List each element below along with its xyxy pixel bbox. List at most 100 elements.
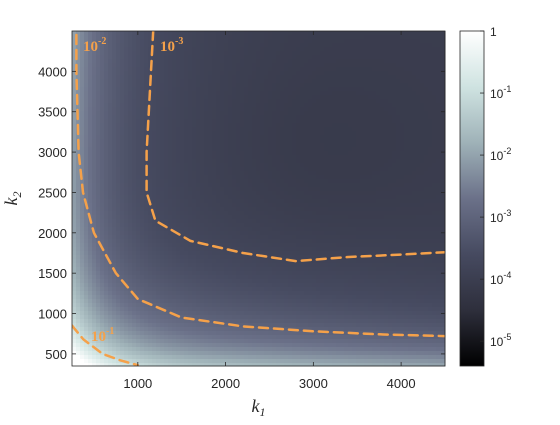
heatmap-cell — [336, 123, 341, 128]
heatmap-cell — [164, 67, 169, 72]
heatmap-cell — [276, 207, 281, 212]
heatmap-cell — [188, 187, 193, 192]
heatmap-cell — [140, 83, 145, 88]
heatmap-cell — [320, 123, 325, 128]
heatmap-cell — [344, 103, 349, 108]
heatmap-cell — [420, 39, 425, 44]
heatmap-cell — [332, 171, 337, 176]
heatmap-cell — [228, 231, 233, 236]
heatmap-cell — [80, 135, 85, 140]
heatmap-cell — [120, 175, 125, 180]
heatmap-cell — [176, 55, 181, 60]
heatmap-cell — [124, 87, 129, 92]
heatmap-cell — [84, 59, 89, 64]
heatmap-cell — [436, 123, 441, 128]
heatmap-cell — [192, 163, 197, 168]
heatmap-cell — [116, 63, 121, 68]
heatmap-cell — [400, 167, 405, 172]
heatmap-cell — [288, 171, 293, 176]
heatmap-cell — [152, 55, 157, 60]
heatmap-cell — [404, 67, 409, 72]
heatmap-cell — [380, 215, 385, 220]
heatmap-cell — [276, 99, 281, 104]
heatmap-cell — [184, 79, 189, 84]
heatmap-cell — [264, 47, 269, 52]
heatmap-cell — [316, 55, 321, 60]
heatmap-cell — [340, 211, 345, 216]
heatmap-cell — [264, 219, 269, 224]
heatmap-cell — [304, 155, 309, 160]
heatmap-cell — [364, 167, 369, 172]
heatmap-cell — [408, 95, 413, 100]
heatmap-cell — [280, 63, 285, 68]
heatmap-cell — [144, 199, 149, 204]
heatmap-cell — [384, 171, 389, 176]
heatmap-cell — [312, 83, 317, 88]
heatmap-cell — [208, 63, 213, 68]
heatmap-cell — [348, 227, 353, 232]
heatmap-cell — [400, 115, 405, 120]
heatmap-cell — [336, 223, 341, 228]
heatmap-cell — [420, 131, 425, 136]
heatmap-cell — [312, 63, 317, 68]
heatmap-cell — [356, 111, 361, 116]
heatmap-cell — [304, 115, 309, 120]
heatmap-cell — [420, 123, 425, 128]
heatmap-cell — [160, 127, 165, 132]
heatmap-cell — [112, 163, 117, 168]
heatmap-cell — [272, 195, 277, 200]
heatmap-cell — [400, 195, 405, 200]
heatmap-cell — [400, 155, 405, 160]
heatmap-cell — [416, 123, 421, 128]
heatmap-cell — [136, 87, 141, 92]
heatmap-cell — [172, 139, 177, 144]
heatmap-cell — [336, 67, 341, 72]
heatmap-cell — [72, 143, 77, 148]
heatmap-cell — [168, 167, 173, 172]
heatmap-cell — [76, 187, 81, 192]
heatmap-cell — [344, 239, 349, 244]
heatmap-cell — [440, 227, 445, 232]
heatmap-cell — [168, 59, 173, 64]
heatmap-cell — [344, 71, 349, 76]
heatmap-cell — [200, 123, 205, 128]
heatmap-cell — [340, 131, 345, 136]
heatmap-cell — [128, 47, 133, 52]
heatmap-cell — [428, 63, 433, 68]
heatmap-cell — [200, 83, 205, 88]
heatmap-cell — [192, 199, 197, 204]
heatmap-cell — [332, 83, 337, 88]
heatmap-cell — [72, 223, 77, 228]
heatmap-cell — [148, 163, 153, 168]
heatmap-cell — [240, 103, 245, 108]
heatmap-cell — [260, 147, 265, 152]
heatmap-cell — [436, 47, 441, 52]
heatmap-cell — [312, 119, 317, 124]
heatmap-cell — [200, 187, 205, 192]
heatmap-cell — [292, 119, 297, 124]
heatmap-cell — [104, 163, 109, 168]
heatmap-cell — [400, 95, 405, 100]
heatmap-cell — [152, 203, 157, 208]
heatmap-cell — [180, 139, 185, 144]
heatmap-cell — [388, 35, 393, 40]
heatmap-cell — [416, 51, 421, 56]
heatmap-cell — [280, 223, 285, 228]
heatmap-cell — [404, 63, 409, 68]
heatmap-cell — [376, 147, 381, 152]
heatmap-cell — [80, 159, 85, 164]
heatmap-cell — [296, 147, 301, 152]
heatmap-cell — [188, 203, 193, 208]
heatmap-cell — [108, 163, 113, 168]
heatmap-cell — [212, 203, 217, 208]
heatmap-cell — [116, 79, 121, 84]
heatmap-cell — [308, 199, 313, 204]
heatmap-cell — [144, 215, 149, 220]
heatmap-cell — [228, 43, 233, 48]
heatmap-cell — [320, 131, 325, 136]
heatmap-cell — [396, 159, 401, 164]
heatmap-cell — [200, 127, 205, 132]
heatmap-cell — [96, 183, 101, 188]
heatmap-cell — [112, 147, 117, 152]
heatmap-cell — [200, 191, 205, 196]
